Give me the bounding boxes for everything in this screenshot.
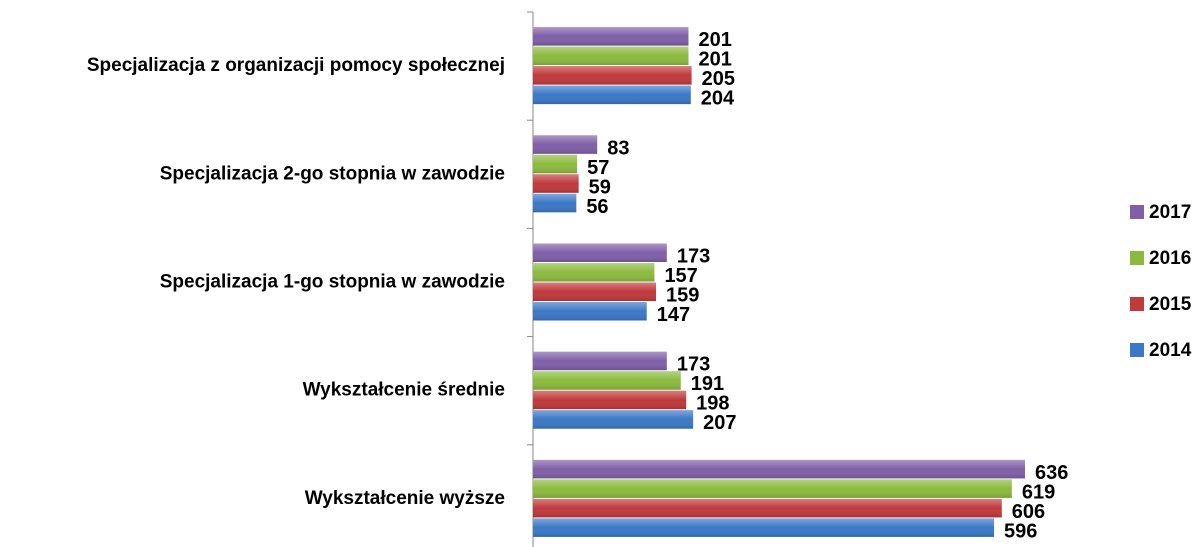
legend-swatch xyxy=(1130,297,1144,311)
legend-swatch xyxy=(1130,205,1144,219)
bar-shine xyxy=(533,66,692,85)
value-label: 157 xyxy=(664,265,697,287)
value-label: 83 xyxy=(607,137,629,159)
legend-label: 2014 xyxy=(1149,340,1192,361)
value-label: 207 xyxy=(703,412,736,434)
category-label: Wykształcenie wyższe xyxy=(305,488,505,509)
value-label: 56 xyxy=(586,196,608,218)
category-label: Specjalizacja 2-go stopnia w zawodzie xyxy=(160,163,505,184)
value-label: 204 xyxy=(701,88,735,110)
value-label: 606 xyxy=(1012,501,1045,523)
bar-shine xyxy=(533,518,995,537)
category-label: Wykształcenie średnie xyxy=(303,380,505,401)
value-label: 59 xyxy=(589,176,611,198)
legend-swatch xyxy=(1130,251,1144,265)
legend-label: 2015 xyxy=(1149,294,1192,315)
category-label: Specjalizacja z organizacji pomocy społe… xyxy=(87,55,505,76)
bar-shine xyxy=(533,193,577,213)
value-label: 198 xyxy=(696,393,729,415)
value-label: 201 xyxy=(698,49,731,71)
value-label: 596 xyxy=(1004,520,1037,542)
bar-shine xyxy=(533,410,694,429)
bar-shine xyxy=(533,282,656,301)
value-label: 173 xyxy=(677,354,710,376)
value-label: 205 xyxy=(702,68,735,90)
bar-shine xyxy=(533,135,598,154)
bar-shine xyxy=(533,498,1002,518)
bar-shine xyxy=(533,371,681,390)
value-label: 159 xyxy=(666,285,699,307)
bar-shine xyxy=(533,302,647,321)
bar-shine xyxy=(533,459,1025,479)
bar-shine xyxy=(533,243,667,262)
bar-shine xyxy=(533,154,578,174)
bar-shine xyxy=(533,479,1012,498)
bar-shine xyxy=(533,263,655,282)
value-label: 173 xyxy=(677,246,710,268)
value-label: 191 xyxy=(691,373,724,395)
legend-label: 2017 xyxy=(1149,202,1191,223)
bar-shine xyxy=(533,351,667,371)
value-label: 201 xyxy=(698,29,731,51)
bar-shine xyxy=(533,174,579,193)
value-label: 147 xyxy=(657,304,690,326)
bar-shine xyxy=(533,46,689,66)
value-label: 57 xyxy=(587,157,609,179)
bar-shine xyxy=(533,85,691,105)
value-label: 619 xyxy=(1022,481,1055,503)
legend-swatch xyxy=(1130,343,1144,357)
legend-label: 2016 xyxy=(1149,248,1191,269)
bar-shine xyxy=(533,390,687,410)
bar-shine xyxy=(533,27,689,46)
value-label: 636 xyxy=(1035,462,1068,484)
category-label: Specjalizacja 1-go stopnia w zawodzie xyxy=(160,272,505,293)
